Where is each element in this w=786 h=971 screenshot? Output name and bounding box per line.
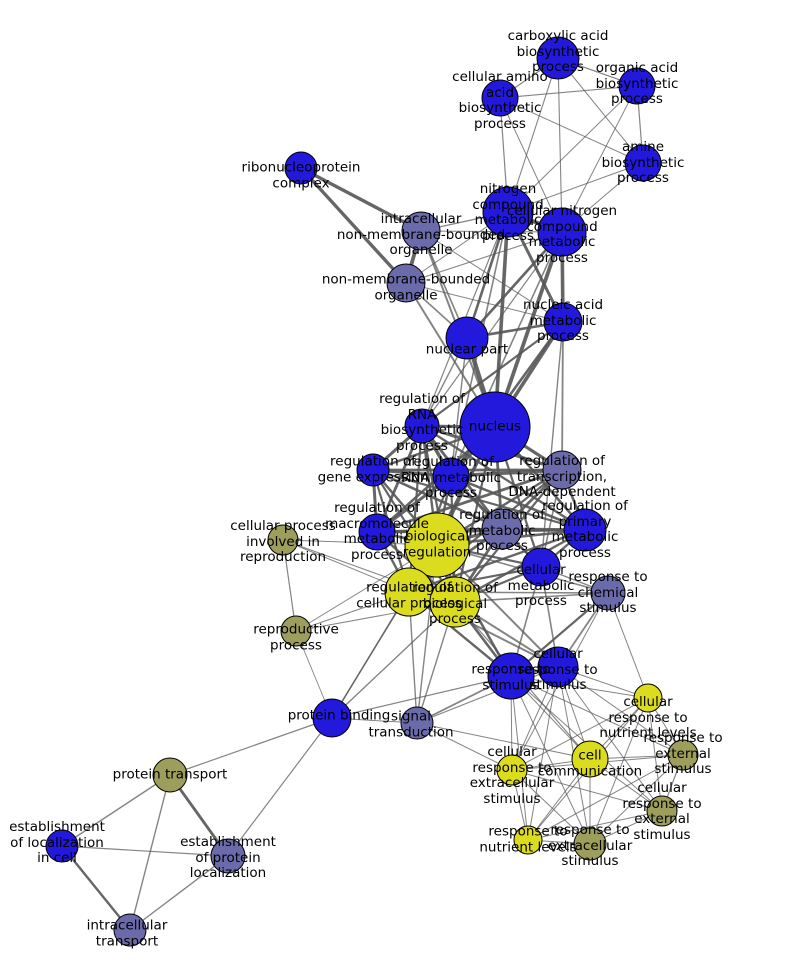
graph-edge: [557, 666, 663, 812]
graph-node[interactable]: [571, 740, 609, 778]
graph-node[interactable]: [487, 652, 535, 700]
graph-node[interactable]: [152, 757, 188, 793]
graph-node[interactable]: [563, 508, 607, 552]
graph-node[interactable]: [401, 211, 441, 251]
graph-edge: [493, 210, 510, 429]
edge-layer: [60, 57, 684, 932]
graph-edge: [561, 321, 564, 471]
graph-node[interactable]: [312, 698, 352, 738]
graph-edge: [129, 774, 171, 931]
graph-node[interactable]: [624, 144, 662, 182]
graph-edge: [60, 844, 132, 932]
graph-node[interactable]: [543, 302, 583, 342]
graph-node[interactable]: [573, 827, 607, 861]
graph-node[interactable]: [536, 36, 580, 80]
graph-edge: [169, 717, 333, 776]
graph-edge: [299, 166, 423, 233]
graph-node[interactable]: [481, 79, 519, 117]
graph-node[interactable]: [537, 207, 587, 257]
graph-edge: [227, 717, 333, 857]
graph-edge: [511, 769, 591, 845]
node-layer: [45, 36, 699, 947]
graph-node[interactable]: [521, 547, 561, 587]
graph-edge: [647, 697, 663, 812]
graph-node[interactable]: [386, 263, 426, 303]
graph-node[interactable]: [590, 575, 626, 611]
graph-edge: [511, 769, 663, 812]
graph-node[interactable]: [280, 615, 312, 647]
graph-edge: [499, 85, 638, 99]
graph-edge: [449, 474, 587, 532]
graph-edge: [416, 722, 513, 771]
graph-edge: [407, 528, 587, 594]
graph-node[interactable]: [459, 391, 531, 463]
graph-edge: [405, 282, 564, 323]
graph-node[interactable]: [45, 829, 79, 863]
graph-node[interactable]: [267, 524, 299, 556]
graph-node[interactable]: [496, 754, 528, 786]
graph-node[interactable]: [537, 646, 579, 688]
graph-edge: [561, 85, 638, 233]
graph-edge: [416, 722, 591, 760]
graph-node[interactable]: [542, 450, 582, 490]
graph-edge: [405, 231, 563, 284]
graph-edge: [507, 57, 559, 213]
graph-edge: [454, 592, 609, 603]
graph-node[interactable]: [432, 457, 470, 495]
graph-node[interactable]: [633, 683, 663, 713]
graph-node[interactable]: [482, 186, 534, 238]
graph-node[interactable]: [429, 576, 481, 628]
graph-edge: [331, 601, 456, 719]
graph-edge: [510, 675, 684, 756]
graph-edge: [450, 337, 468, 477]
graph-node[interactable]: [400, 706, 434, 740]
graph-edge: [295, 601, 456, 632]
graph-edge: [510, 675, 591, 845]
graph-node[interactable]: [646, 795, 678, 827]
graph-edge: [61, 845, 229, 857]
graph-edge: [607, 592, 649, 699]
graph-node[interactable]: [513, 825, 543, 855]
graph-node[interactable]: [113, 913, 147, 947]
graph-edge: [420, 424, 587, 532]
graph-edge: [499, 97, 644, 164]
graph-node[interactable]: [358, 513, 396, 551]
graph-node[interactable]: [404, 512, 470, 578]
graph-edge: [375, 468, 564, 534]
graph-edge: [331, 675, 512, 719]
graph-node[interactable]: [210, 838, 246, 874]
graph-node[interactable]: [384, 567, 434, 617]
graph-node[interactable]: [284, 151, 318, 185]
graph-edge: [420, 320, 565, 428]
graph-node[interactable]: [404, 408, 440, 444]
graph-node[interactable]: [667, 739, 699, 771]
graph-edge: [557, 666, 684, 756]
graph-edge: [557, 57, 644, 164]
graph-edge: [416, 666, 559, 724]
graph-edge: [129, 855, 229, 931]
graph-edge: [371, 468, 587, 532]
graph-edge: [421, 231, 563, 427]
graph-edge: [375, 424, 424, 534]
graph-edge: [499, 97, 563, 233]
graph-node[interactable]: [445, 316, 489, 360]
graph-edge: [511, 697, 649, 771]
graph-edge: [61, 774, 171, 847]
graph-edge: [589, 754, 684, 845]
graph-node[interactable]: [356, 453, 390, 487]
graph-edge: [371, 468, 504, 531]
graph-edge: [507, 85, 638, 213]
graph-edge: [557, 57, 563, 233]
graph-edge: [527, 754, 684, 841]
graph-edge: [527, 810, 663, 841]
graph-edge: [540, 321, 564, 568]
graph-node[interactable]: [481, 508, 523, 550]
graph-edge: [299, 166, 408, 285]
graph-edge: [420, 230, 564, 323]
graph-node[interactable]: [618, 67, 656, 105]
graph-edge: [589, 697, 649, 845]
